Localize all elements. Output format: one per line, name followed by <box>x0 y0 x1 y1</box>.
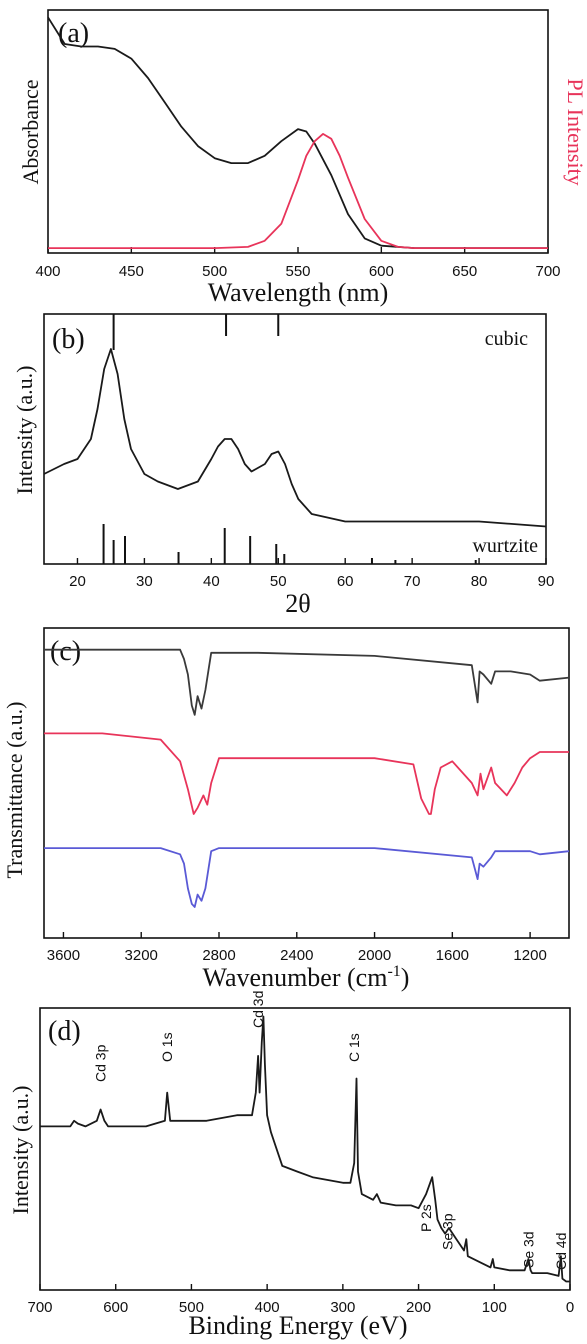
panel-c-xticks: 3600 3200 2800 2400 2000 1600 1200 <box>47 932 547 964</box>
panel-c-xlabel-end: ) <box>401 963 410 992</box>
panel-b-label-cubic: cubic <box>485 328 528 350</box>
xtick-label: 60 <box>337 573 354 590</box>
panel-b: (b) Intensity (a.u.) cubic wurtzite 2θ 2… <box>12 313 554 618</box>
panel-c-tag: (c) <box>50 636 81 667</box>
xtick-label: 700 <box>27 1299 52 1316</box>
xtick-label: 3200 <box>125 947 158 964</box>
xtick-label: 80 <box>471 573 488 590</box>
xtick-label: 0 <box>566 1299 574 1316</box>
panel-b-ylabel: Intensity (a.u.) <box>12 366 37 495</box>
series-line-0 <box>40 1015 570 1283</box>
peak-annotation: P 2s <box>418 1204 434 1232</box>
panel-b-series <box>43 348 547 528</box>
xtick-label: 500 <box>179 1299 204 1316</box>
panel-b-frame <box>43 313 547 565</box>
panel-a-series <box>47 16 548 249</box>
peak-annotation: Cd 3p <box>93 1044 109 1082</box>
panel-a-tag: (a) <box>58 18 89 49</box>
panel-d-frame <box>39 1007 571 1291</box>
peak-annotation: Se 3d <box>520 1231 536 1268</box>
xtick-label: 100 <box>482 1299 507 1316</box>
series-line-0 <box>47 16 548 249</box>
panel-d-tag: (d) <box>48 1016 81 1047</box>
panel-d: (d) Intensity (a.u.) Binding Energy (eV)… <box>8 991 574 1340</box>
xtick-label: 300 <box>330 1299 355 1316</box>
panel-c-xlabel: Wavenumber (cm-1) <box>203 963 410 992</box>
xtick-label: 600 <box>369 263 394 280</box>
panel-d-xlabel: Binding Energy (eV) <box>188 1311 407 1340</box>
peak-annotation: C 1s <box>346 1033 362 1062</box>
panel-d-xticks: 700 600 500 400 300 200 100 0 <box>27 1284 574 1316</box>
series-line-1 <box>44 732 569 815</box>
panel-b-tag: (b) <box>52 324 85 355</box>
panel-b-label-wurtzite: wurtzite <box>472 535 538 557</box>
xtick-label: 3600 <box>47 947 80 964</box>
panel-a-ylabel-left: Absorbance <box>18 79 43 184</box>
panel-c-frame <box>43 627 570 939</box>
panel-a-frame <box>47 9 549 254</box>
xtick-label: 200 <box>406 1299 431 1316</box>
xtick-label: 1200 <box>513 947 546 964</box>
xtick-label: 90 <box>538 573 555 590</box>
panel-c-xlabel-sup: -1 <box>387 963 400 980</box>
xtick-label: 650 <box>452 263 477 280</box>
panel-d-ylabel: Intensity (a.u.) <box>8 1086 33 1215</box>
xtick-label: 2000 <box>358 947 391 964</box>
panel-a: (a) Absorbance PL Intensity Wavelength (… <box>18 9 587 307</box>
panel-c-ylabel: Transmittance (a.u.) <box>2 702 27 879</box>
xtick-label: 400 <box>35 263 60 280</box>
peak-annotation: O 1s <box>159 1032 175 1062</box>
xtick-label: 600 <box>103 1299 128 1316</box>
panel-a-xticks: 400 450 500 550 600 650 700 <box>35 247 561 280</box>
peak-annotation: Cd 4d <box>553 1233 569 1270</box>
series-line-1 <box>48 133 548 249</box>
series-line-2 <box>44 847 570 908</box>
xtick-label: 400 <box>255 1299 280 1316</box>
xtick-label: 500 <box>202 263 227 280</box>
xtick-label: 1600 <box>436 947 469 964</box>
peak-annotation: Cd 3d <box>250 991 266 1028</box>
panel-b-xticks: 20 30 40 50 60 70 80 90 <box>69 558 554 590</box>
panel-b-xlabel: 2θ <box>285 589 310 618</box>
xtick-label: 30 <box>136 573 153 590</box>
panel-a-xlabel: Wavelength (nm) <box>208 278 389 307</box>
xtick-label: 40 <box>203 573 220 590</box>
xtick-label: 700 <box>535 263 560 280</box>
panel-a-ylabel-right: PL Intensity <box>563 78 587 185</box>
xtick-label: 70 <box>404 573 421 590</box>
series-line-0 <box>44 648 570 716</box>
xtick-label: 20 <box>69 573 86 590</box>
panel-c-series <box>44 648 570 908</box>
panel-c-xlabel-main: Wavenumber (cm <box>203 963 388 992</box>
xtick-label: 50 <box>270 573 287 590</box>
panel-d-series <box>40 1015 570 1283</box>
xtick-label: 2400 <box>280 947 313 964</box>
xtick-label: 2800 <box>202 947 235 964</box>
xtick-label: 450 <box>119 263 144 280</box>
panel-b-reference-lines <box>102 314 477 564</box>
series-line-0 <box>43 348 547 528</box>
xtick-label: 550 <box>285 263 310 280</box>
panel-c: (c) Transmittance (a.u.) Wavenumber (cm-… <box>2 627 570 992</box>
